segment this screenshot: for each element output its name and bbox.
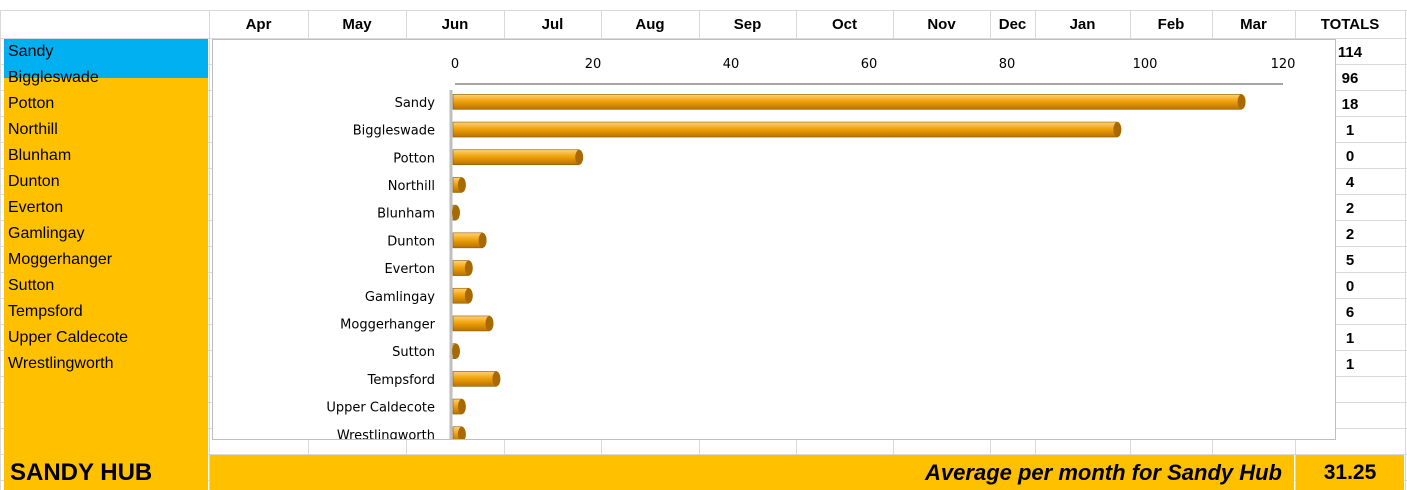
category-label: Everton [384,262,435,277]
month-header-dec[interactable]: Dec [998,15,1027,33]
category-label: Moggerhanger [340,317,435,332]
x-tick-label: 20 [585,57,602,72]
location-cell-biggleswade[interactable]: Biggleswade [4,65,208,91]
bar-end-cap [1113,122,1122,138]
category-label: Biggleswade [353,124,435,139]
total-cell-blunham[interactable]: 0 [1345,147,1355,165]
month-header-oct[interactable]: Oct [831,15,857,33]
location-cell-tempsford[interactable]: Tempsford [4,299,208,325]
bar [452,149,580,166]
bar-end-cap [464,260,473,276]
total-cell-tempsford[interactable]: 6 [1345,303,1355,321]
bar-end-cap [1237,94,1246,110]
totals-header[interactable]: TOTALS [1320,15,1380,33]
empty-cell[interactable] [4,429,208,455]
category-label: Northill [388,179,435,194]
total-cell-northill[interactable]: 1 [1345,121,1355,139]
total-cell-gamlingay[interactable]: 2 [1345,225,1355,243]
bar-end-cap [464,288,473,304]
bar [452,121,1118,138]
footer-bar: Average per month for Sandy Hub [210,455,1294,490]
total-cell-moggerhanger[interactable]: 5 [1345,251,1355,269]
total-cell-upper-caldecote[interactable]: 1 [1345,329,1355,347]
x-tick-label: 60 [861,57,878,72]
total-cell-sandy[interactable]: 114 [1337,43,1363,61]
x-tick-label: 0 [451,57,459,72]
month-header-jan[interactable]: Jan [1069,15,1096,33]
bar [452,94,1242,110]
location-cell-wrestlingworth[interactable]: Wrestlingworth [4,351,208,377]
total-cell-everton[interactable]: 2 [1345,199,1355,217]
bar-end-cap [575,149,584,165]
location-cell-potton[interactable]: Potton [4,91,208,117]
bar-chart: 0 20 40 60 80 100 120 Sandy Biggleswade Potton Nor… [326,57,1296,449]
x-tick-label: 80 [999,57,1016,72]
month-header-may[interactable]: May [342,15,372,33]
month-header-feb[interactable]: Feb [1157,15,1185,33]
bar-end-cap [452,205,460,221]
month-header-aug[interactable]: Aug [635,15,665,33]
location-cell-moggerhanger[interactable]: Moggerhanger [4,247,208,273]
location-cell-upper-caldecote[interactable]: Upper Caldecote [4,325,208,351]
location-cell-northill[interactable]: Northill [4,117,208,143]
bar [452,232,483,249]
month-header-jul[interactable]: Jul [541,15,564,33]
total-cell-wrestlingworth[interactable]: 1 [1345,355,1355,373]
month-header-nov[interactable]: Nov [927,15,956,33]
bar-end-cap [457,399,466,415]
total-cell-dunton[interactable]: 4 [1345,173,1355,191]
x-tick-label: 120 [1271,57,1296,72]
bar [452,315,490,332]
average-value[interactable]: 31.25 [1296,455,1404,490]
month-header-jun[interactable]: Jun [441,15,469,33]
category-label: Dunton [387,234,435,249]
month-header-mar[interactable]: Mar [1240,15,1267,33]
category-label: Sutton [392,345,435,360]
category-label: Upper Caldecote [326,401,435,416]
average-label: Average per month for Sandy Hub [925,460,1282,485]
x-tick-label: 100 [1133,57,1158,72]
category-label: Potton [393,151,435,166]
bar-end-cap [485,315,494,331]
total-cell-sutton[interactable]: 0 [1345,277,1355,295]
empty-cell[interactable] [4,377,208,403]
month-header-apr[interactable]: Apr [245,15,272,33]
category-label: Tempsford [367,373,435,388]
bar-end-cap [492,371,501,387]
month-header-sep[interactable]: Sep [733,15,762,33]
category-label: Blunham [377,207,435,222]
location-cell-gamlingay[interactable]: Gamlingay [4,221,208,247]
chart-area[interactable]: 0 20 40 60 80 100 120 Sandy Biggleswade Potton Nor… [212,39,1336,449]
hub-label: SANDY HUB [4,455,208,490]
location-cell-sandy[interactable]: Sandy [4,39,208,65]
bar-end-cap [457,426,466,442]
location-cell-sutton[interactable]: Sutton [4,273,208,299]
bar-end-cap [452,343,460,359]
total-cell-potton[interactable]: 18 [1341,95,1359,113]
bar-end-cap [478,232,487,248]
location-cell-dunton[interactable]: Dunton [4,169,208,195]
empty-cell[interactable] [4,403,208,429]
bar-end-cap [457,177,466,193]
bar [452,371,497,387]
category-label: Sandy [395,96,436,111]
location-cell-everton[interactable]: Everton [4,195,208,221]
total-cell-biggleswade[interactable]: 96 [1341,69,1359,87]
location-cell-blunham[interactable]: Blunham [4,143,208,169]
category-label: Gamlingay [365,290,435,305]
x-tick-label: 40 [723,57,740,72]
category-label: Wrestlingworth [337,428,435,439]
